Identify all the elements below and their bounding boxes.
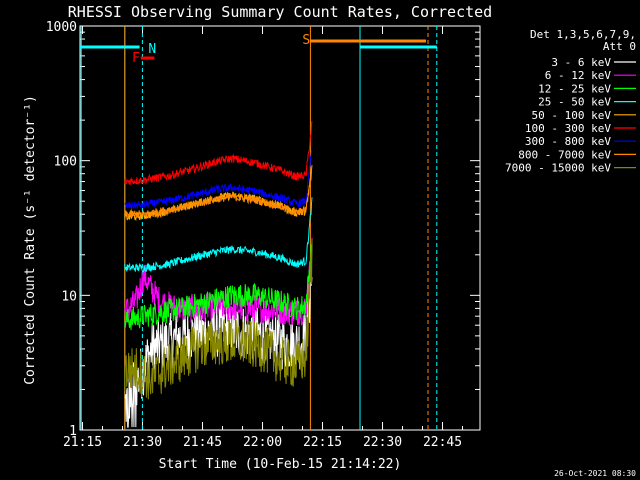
x-tick-label: 21:45 xyxy=(183,435,222,450)
legend-entry-label: 7000 - 15000 keV xyxy=(505,162,611,175)
x-tick-label: 22:30 xyxy=(363,435,402,450)
x-tick-label: 22:00 xyxy=(243,435,282,450)
series-25-50kev xyxy=(124,197,313,273)
y-tick-label: 1000 xyxy=(46,20,77,35)
series-800-7000kev xyxy=(124,170,313,219)
chart-title: RHESSI Observing Summary Count Rates, Co… xyxy=(68,3,492,21)
legend-entry-label: 6 - 12 keV xyxy=(545,69,612,82)
series-12-25kev xyxy=(124,240,313,331)
series-line xyxy=(124,197,313,273)
series-line xyxy=(124,120,313,186)
x-tick-label: 21:30 xyxy=(123,435,162,450)
plot-frame xyxy=(79,25,481,431)
x-tick-label: 22:45 xyxy=(423,435,462,450)
flag-label-f: F xyxy=(132,51,140,66)
flag-label-s: S xyxy=(302,33,310,48)
footer-date: 26-Oct-2021 08:30 xyxy=(554,469,636,478)
series-7000-15000kev xyxy=(124,238,313,400)
y-tick-label: 1 xyxy=(69,424,77,439)
series-line xyxy=(124,170,313,219)
series-line xyxy=(124,240,313,331)
series-100-300kev xyxy=(124,120,313,186)
flag-label-n: N xyxy=(148,42,156,57)
legend-entry-label: 50 - 100 keV xyxy=(532,109,612,122)
x-tick-label: 21:15 xyxy=(63,435,102,450)
y-tick-label: 100 xyxy=(54,155,77,170)
legend-entry-label: 800 - 7000 keV xyxy=(518,148,611,161)
series-line xyxy=(124,238,313,400)
series-300-800kev xyxy=(124,149,313,211)
y-axis-label: Corrected Count Rate (s⁻¹ detector⁻¹) xyxy=(23,95,38,385)
x-axis-label: Start Time (10-Feb-15 21:14:22) xyxy=(159,457,402,472)
legend-entry-label: 100 - 300 keV xyxy=(525,122,611,135)
plot-area: 21:15 21:30 21:45 22:00 22:15 22:30 22:45 1 10 10… xyxy=(46,20,481,450)
series-line xyxy=(124,149,313,211)
x-tick-label: 22:15 xyxy=(303,435,342,450)
legend-entry-label: 12 - 25 keV xyxy=(538,82,611,95)
legend-entry-label: 25 - 50 keV xyxy=(538,96,611,109)
legend-header: Att 0 xyxy=(603,40,636,53)
legend-entry-label: 300 - 800 keV xyxy=(525,135,611,148)
legend-entry-label: 3 - 6 keV xyxy=(551,56,611,69)
y-tick-label: 10 xyxy=(61,289,77,304)
legend-header: Det 1,3,5,6,7,9, xyxy=(530,28,636,41)
